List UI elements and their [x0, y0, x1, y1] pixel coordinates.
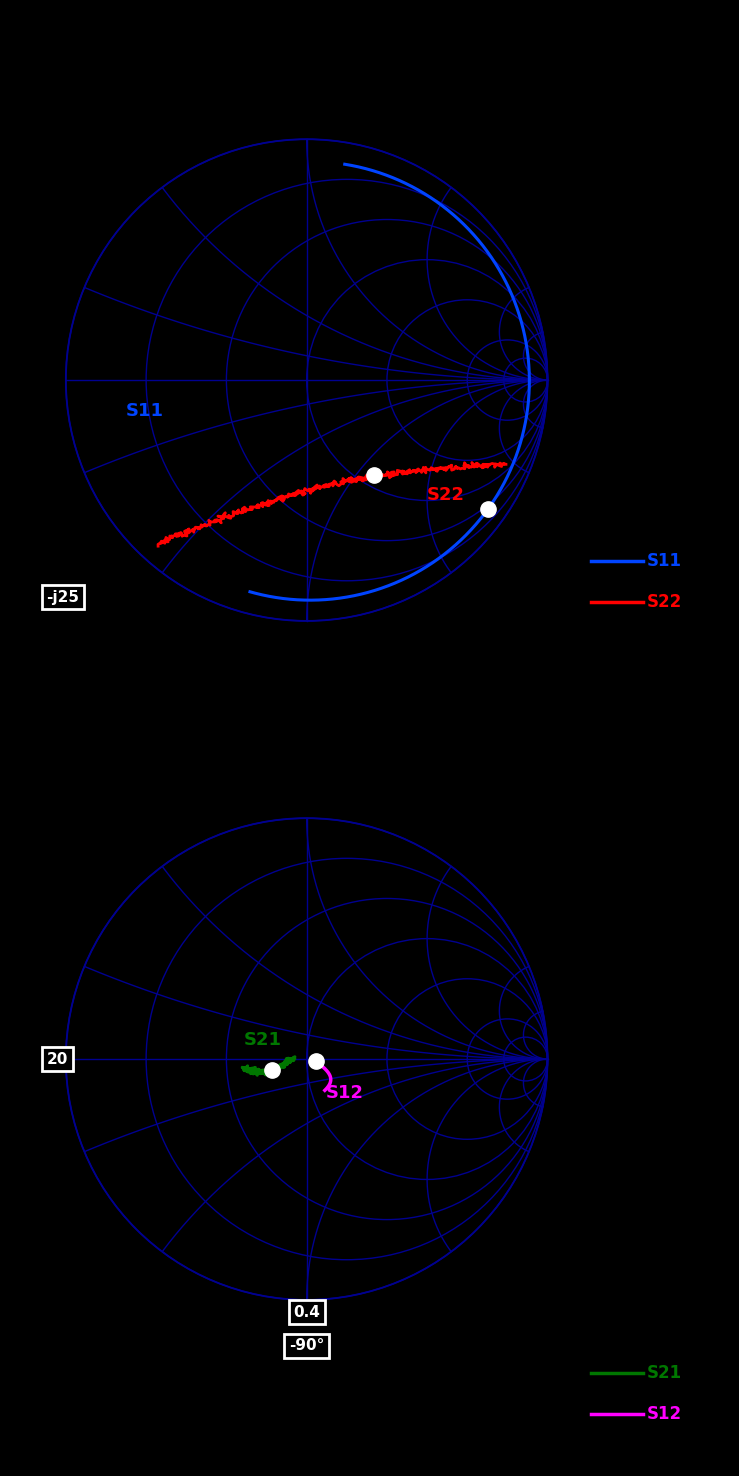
Text: -90°: -90° [289, 1339, 324, 1353]
Text: S12: S12 [326, 1083, 364, 1101]
Text: -j25: -j25 [47, 589, 80, 605]
Text: S11: S11 [126, 401, 164, 421]
Text: S21: S21 [647, 1364, 682, 1382]
Text: S22: S22 [427, 487, 465, 505]
Text: S12: S12 [647, 1405, 682, 1423]
Text: 0.4: 0.4 [293, 1305, 320, 1320]
Text: S11: S11 [647, 552, 681, 570]
Text: S22: S22 [647, 593, 682, 611]
Text: S21: S21 [244, 1030, 282, 1048]
Text: 20: 20 [47, 1052, 68, 1067]
